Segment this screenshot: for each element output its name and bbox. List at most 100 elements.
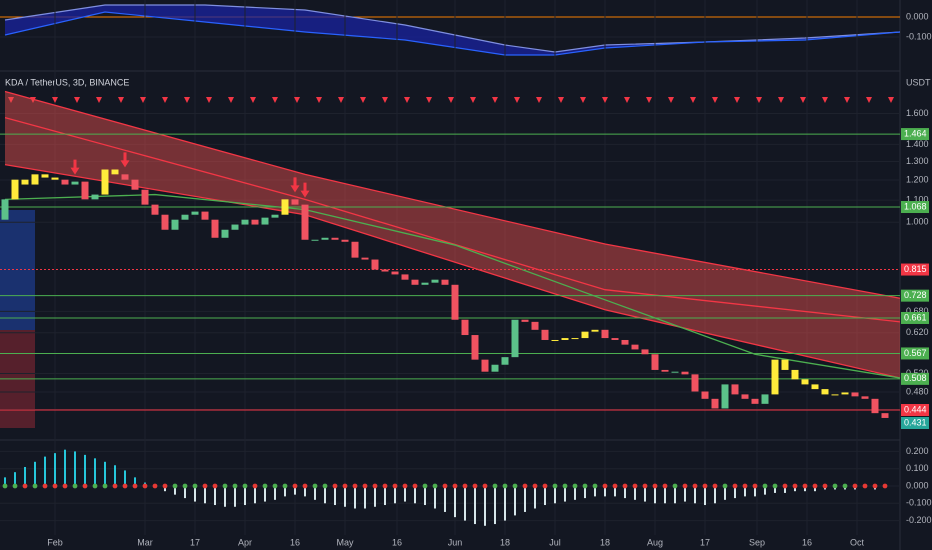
- sell-arrow: [300, 182, 310, 198]
- price-badge-label: 0.444: [904, 404, 927, 414]
- candle-body: [171, 219, 179, 230]
- signal-dot: [192, 483, 198, 489]
- signal-dot: [122, 483, 128, 489]
- signal-dot: [402, 483, 408, 489]
- price-badge: [901, 128, 929, 141]
- histogram-bar: [744, 486, 746, 497]
- signal-triangle: [778, 97, 784, 103]
- candle-body: [401, 274, 409, 280]
- histogram-bar: [704, 486, 706, 506]
- histogram-bar: [24, 466, 26, 487]
- signal-dot: [672, 483, 678, 489]
- candle-body: [361, 257, 369, 260]
- histogram-bar: [814, 486, 816, 492]
- x-tick-label: 16: [290, 537, 300, 547]
- x-tick-label: Jun: [448, 537, 463, 547]
- signal-dot: [542, 483, 548, 489]
- candle-body: [1, 199, 9, 220]
- signal-triangle: [602, 97, 608, 103]
- candle-body: [81, 181, 89, 200]
- signal-dot: [792, 483, 798, 489]
- signal-triangle: [184, 97, 190, 103]
- candle-body: [391, 271, 399, 275]
- candle-body: [831, 394, 839, 396]
- candle-body: [231, 224, 239, 230]
- signal-dot: [872, 483, 878, 489]
- signal-triangle: [206, 97, 212, 103]
- candle-body: [51, 177, 59, 180]
- candle-body: [431, 279, 439, 283]
- candle-body: [841, 392, 849, 395]
- sell-arrow: [290, 177, 300, 193]
- histogram-bar: [74, 451, 76, 487]
- candle-body: [881, 413, 889, 418]
- candle-body: [211, 219, 219, 238]
- histogram-bar: [484, 486, 486, 526]
- histogram-bar: [634, 486, 636, 500]
- signal-dot: [292, 483, 298, 489]
- candle-body: [191, 211, 199, 215]
- signal-dot: [812, 483, 818, 489]
- histogram-bar: [474, 486, 476, 525]
- signal-dot: [162, 483, 168, 489]
- band-line: [4, 163, 901, 379]
- histogram-bar: [264, 486, 266, 502]
- signal-dot: [282, 483, 288, 489]
- candle-body: [791, 369, 799, 380]
- candle-body: [321, 237, 329, 240]
- histogram-bar: [104, 461, 106, 487]
- signal-triangle: [734, 97, 740, 103]
- signal-dot: [702, 483, 708, 489]
- signal-dot: [332, 483, 338, 489]
- signal-triangle: [800, 97, 806, 103]
- signal-dot: [252, 483, 258, 489]
- candle-body: [551, 339, 559, 341]
- histogram-bar: [594, 486, 596, 497]
- price-badge-label: 0.815: [904, 264, 927, 274]
- histogram-bar: [494, 486, 496, 525]
- candle-body: [641, 349, 649, 355]
- histogram-bar: [724, 486, 726, 500]
- histogram-bar: [604, 486, 606, 497]
- signal-dot: [502, 483, 508, 489]
- y-tick-label: 1.200: [906, 174, 929, 184]
- signal-triangle: [338, 97, 344, 103]
- histogram-bar: [124, 470, 126, 487]
- candle-body: [461, 319, 469, 336]
- histogram-bar: [664, 486, 666, 504]
- candle-body: [11, 179, 19, 200]
- signal-triangle: [162, 97, 168, 103]
- signal-dot: [302, 483, 308, 489]
- x-tick-label: Aug: [647, 537, 663, 547]
- price-unit: USDT: [906, 77, 931, 87]
- signal-dot: [462, 483, 468, 489]
- price-badge: [901, 347, 929, 360]
- y-tick-label: 0.680: [906, 306, 929, 316]
- y-tick-label: 0.000: [906, 11, 929, 21]
- signal-dot: [52, 483, 58, 489]
- histogram-bar: [184, 486, 186, 499]
- signal-dot: [592, 483, 598, 489]
- signal-triangle: [96, 97, 102, 103]
- candle-body: [291, 199, 299, 205]
- candle-body: [251, 219, 259, 225]
- signal-dot: [852, 483, 858, 489]
- candle-body: [541, 329, 549, 340]
- histogram-bar: [454, 486, 456, 518]
- histogram-bar: [244, 486, 246, 506]
- signal-triangle: [756, 97, 762, 103]
- candle-body: [241, 219, 249, 225]
- band-fill: [5, 91, 900, 378]
- signal-dot: [202, 483, 208, 489]
- histogram-bar: [654, 486, 656, 504]
- signal-dot: [452, 483, 458, 489]
- signal-dot: [102, 483, 108, 489]
- x-tick-label: Mar: [137, 537, 153, 547]
- histogram-bar: [574, 486, 576, 500]
- signal-dot: [62, 483, 68, 489]
- candle-body: [511, 319, 519, 358]
- y-tick-label: -0.200: [906, 515, 932, 525]
- candle-body: [501, 357, 509, 365]
- signal-triangle: [712, 97, 718, 103]
